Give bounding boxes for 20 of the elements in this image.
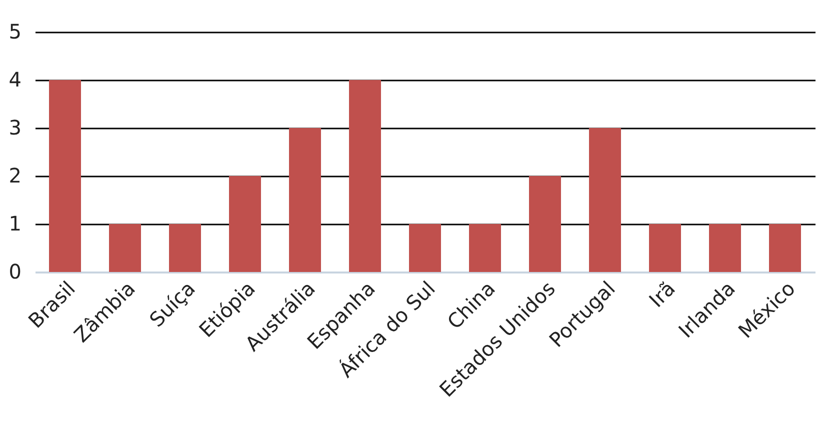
bar	[109, 224, 141, 272]
bar	[49, 80, 81, 272]
bar	[529, 176, 561, 272]
x-tick-label: Irã	[644, 276, 680, 312]
bar	[229, 176, 261, 272]
bar	[709, 224, 741, 272]
bar	[349, 80, 381, 272]
bar	[169, 224, 201, 272]
y-tick-label: 0	[8, 260, 22, 284]
y-tick-label: 1	[8, 212, 22, 236]
y-tick-label: 3	[8, 116, 22, 140]
bar	[409, 224, 441, 272]
y-tick-label: 2	[8, 164, 22, 188]
bar	[589, 128, 621, 272]
bar	[769, 224, 801, 272]
y-tick-label: 4	[8, 68, 22, 92]
y-tick-label: 5	[8, 20, 22, 44]
bar	[649, 224, 681, 272]
bar	[289, 128, 321, 272]
bar	[469, 224, 501, 272]
